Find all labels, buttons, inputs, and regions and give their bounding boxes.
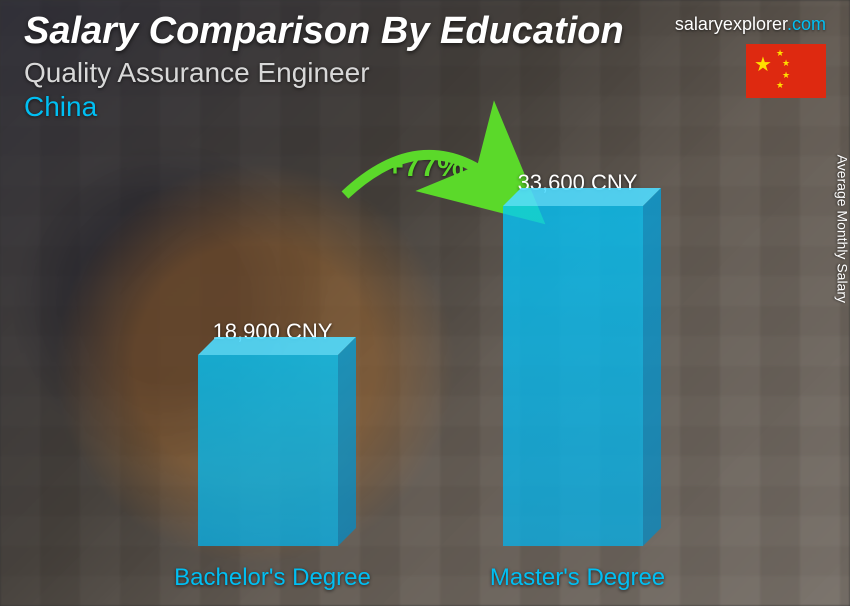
- category-labels: Bachelor's Degree Master's Degree: [120, 564, 730, 592]
- country-flag-icon: ★ ★★★★: [746, 44, 826, 98]
- page-title: Salary Comparison By Education: [24, 10, 624, 53]
- country-label: China: [24, 91, 624, 123]
- bar-bachelors: 18,900 CNY: [163, 319, 383, 546]
- brand-name: salaryexplorer: [675, 14, 787, 34]
- bar-chart: 18,900 CNY 33,600 CNY: [120, 146, 730, 546]
- bar-3d: [503, 206, 653, 546]
- job-title: Quality Assurance Engineer: [24, 57, 624, 89]
- bar-masters: 33,600 CNY: [468, 170, 688, 546]
- bars-container: 18,900 CNY 33,600 CNY: [120, 146, 730, 546]
- bar-3d: [198, 355, 348, 546]
- header: Salary Comparison By Education Quality A…: [24, 10, 624, 123]
- brand-suffix: .com: [787, 14, 826, 34]
- brand-logo: salaryexplorer.com: [675, 14, 826, 35]
- y-axis-label: Average Monthly Salary: [834, 155, 850, 303]
- category-label: Bachelor's Degree: [163, 564, 383, 592]
- category-label: Master's Degree: [468, 564, 688, 592]
